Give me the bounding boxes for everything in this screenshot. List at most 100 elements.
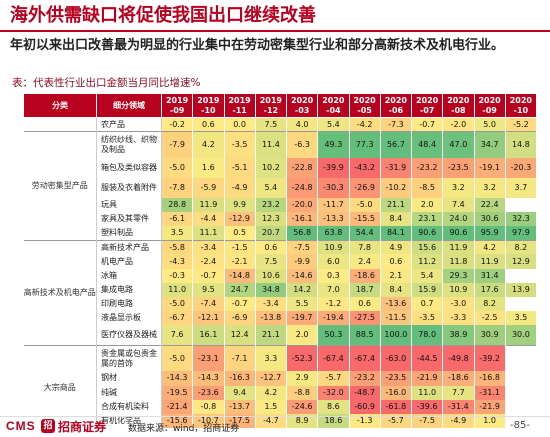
heatmap-table-container: 分类 细分领域 2019 -09 2019 -10 2019 -11 2019 -12… (23, 93, 538, 429)
table-row: 钢材 -14.3 -14.3 -16.3 -12.7 2.9 -5.7 -23.2 -23.5-… (24, 371, 538, 386)
value-cell: -7.8 (161, 177, 194, 198)
value-cell: 14.8 (505, 131, 538, 158)
value-cell: -4.4 (192, 211, 225, 227)
value-cell: -43.2 (349, 157, 381, 178)
table-row: 有机化学品 -15.6 -10.7 -17.5 -4.7 8.9 18.6 -1.3 -5.7-… (24, 413, 538, 429)
value-cell: 0.0 (224, 117, 256, 132)
page-subtitle: 年初以来出口改善最为明显的行业集中在劳动密集型行业和部分高新技术及机电行业。 (10, 38, 505, 53)
value-cell: 11.9 (442, 239, 475, 255)
value-cell: 4.2 (255, 385, 288, 400)
value-cell: -5.7 (317, 371, 350, 386)
value-cell: 2.9 (286, 371, 319, 386)
value-cell: -14.8 (224, 268, 256, 283)
value-cell: 5.4 (411, 268, 444, 283)
value-cell: 90.6 (411, 226, 444, 241)
value-cell: 24.0 (442, 211, 475, 227)
value-cell: -39.2 (474, 344, 506, 372)
value-cell: -21.4 (161, 399, 194, 414)
value-cell: 6.0 (317, 254, 350, 269)
value-cell (505, 297, 538, 312)
value-cell: -31.1 (474, 385, 506, 400)
value-cell: -67.4 (349, 344, 381, 372)
value-cell: 7.6 (161, 325, 194, 346)
subcategory-cell: 钢材 (96, 371, 162, 386)
value-cell: -0.8 (192, 399, 225, 414)
table-row: 劳动密集型产品 纺织纱线、织物及制品 -7.9 4.2 -3.5 11.4 -6.3 49.3… (23, 131, 538, 241)
page-number: -85- (510, 420, 530, 431)
value-cell: 7.7 (442, 385, 475, 400)
subcategory-cell: 纯碱 (96, 385, 162, 400)
value-cell: 31.4 (474, 268, 506, 283)
value-cell: -44.5 (411, 344, 444, 372)
value-cell: -8.8 (286, 385, 319, 400)
value-cell: -2.4 (192, 254, 225, 269)
value-cell: 3.7 (505, 177, 538, 198)
value-cell: 63.8 (317, 226, 350, 241)
value-cell: -19.5 (161, 385, 194, 400)
cms-logo-icon: 招 (41, 419, 55, 433)
subcategory-cell: 集成电路 (96, 282, 162, 297)
value-cell: -0.7 (192, 268, 225, 283)
value-cell: -4.3 (161, 254, 194, 269)
category-cell: 大宗商品 (23, 344, 97, 429)
value-cell: -15.5 (349, 211, 381, 227)
value-cell: -16.0 (380, 385, 413, 400)
value-cell: 9.9 (224, 197, 256, 212)
value-cell: -27.5 (349, 311, 381, 326)
value-cell (505, 371, 538, 386)
subcategory-cell: 箱包及类似容器 (96, 157, 162, 178)
value-cell: 0.6 (192, 117, 225, 132)
value-cell: 88.5 (349, 325, 381, 346)
table-row: 液晶显示板 -6.7 -12.1 -6.9 -13.8 -19.7 -19.4 -27.5 -1… (24, 311, 538, 326)
table-row: 冰箱 -0.3 -0.7 -14.8 10.6 -14.6 0.3 -18.6 2.1 5.4 29… (24, 268, 538, 283)
footer: CMS 招 招商证券 数据来源：wind，招商证券 -85- (0, 416, 550, 437)
value-cell: -63.0 (380, 344, 413, 372)
value-cell: 8.4 (380, 211, 413, 227)
value-cell: -3.5 (224, 131, 256, 158)
value-cell: -32.0 (317, 385, 350, 400)
value-cell: 11.0 (411, 385, 444, 400)
value-cell: -60.9 (349, 399, 381, 414)
value-cell: 23.1 (411, 211, 444, 227)
value-cell: 3.3 (255, 344, 288, 372)
value-cell: 3.5 (161, 226, 194, 241)
value-cell: -22.8 (286, 157, 319, 178)
value-cell: -23.5 (380, 371, 413, 386)
value-cell: 13.9 (505, 282, 538, 297)
value-cell: -16.8 (474, 371, 506, 386)
value-cell: 8.6 (317, 399, 350, 414)
value-cell: 1.5 (255, 399, 288, 414)
value-cell: -12.7 (255, 371, 288, 386)
value-cell: -31.9 (380, 157, 413, 178)
value-cell: -0.7 (224, 297, 256, 312)
value-cell: -5.9 (192, 177, 225, 198)
value-cell: -10.2 (380, 177, 413, 198)
value-cell: -1.3 (349, 413, 381, 429)
value-cell: 7.5 (255, 117, 288, 132)
value-cell: -21.9 (474, 399, 506, 414)
value-cell: 0.6 (380, 254, 413, 269)
value-cell: -23.2 (411, 157, 444, 178)
value-cell: -2.0 (442, 117, 475, 132)
value-cell: 7.0 (317, 282, 350, 297)
value-cell (505, 197, 538, 212)
value-cell: -19.1 (474, 157, 506, 178)
value-cell: 29.3 (442, 268, 475, 283)
value-cell: 8.2 (474, 297, 506, 312)
value-cell (505, 399, 538, 414)
value-cell: 21.1 (255, 325, 288, 346)
value-cell: -5.8 (161, 239, 194, 255)
subcategory-cell: 纺织纱线、织物及制品 (96, 131, 162, 158)
value-cell: -18.6 (349, 268, 381, 283)
table-caption: 表：代表性行业出口金额当月同比增速% (12, 77, 201, 89)
value-cell: 1.6 (192, 157, 225, 178)
value-cell: -14.6 (286, 268, 319, 283)
value-cell: -19.7 (286, 311, 319, 326)
table-row: 塑料制品 3.5 11.1 0.5 20.7 56.8 63.8 54.4 84.1 90.6 90… (24, 226, 538, 241)
page-title: 海外供需缺口将促使我国出口继续改善 (10, 5, 316, 26)
value-cell: 4.2 (474, 239, 506, 255)
subcategory-cell: 服装及衣着附件 (96, 177, 162, 198)
table-row: 高新技术及机电产品 高新技术产品 -5.8 -3.4 -1.5 0.6 -7.5 10.9 7.… (23, 239, 538, 346)
value-cell: -5.0 (161, 344, 194, 372)
value-cell: 10.6 (255, 268, 288, 283)
